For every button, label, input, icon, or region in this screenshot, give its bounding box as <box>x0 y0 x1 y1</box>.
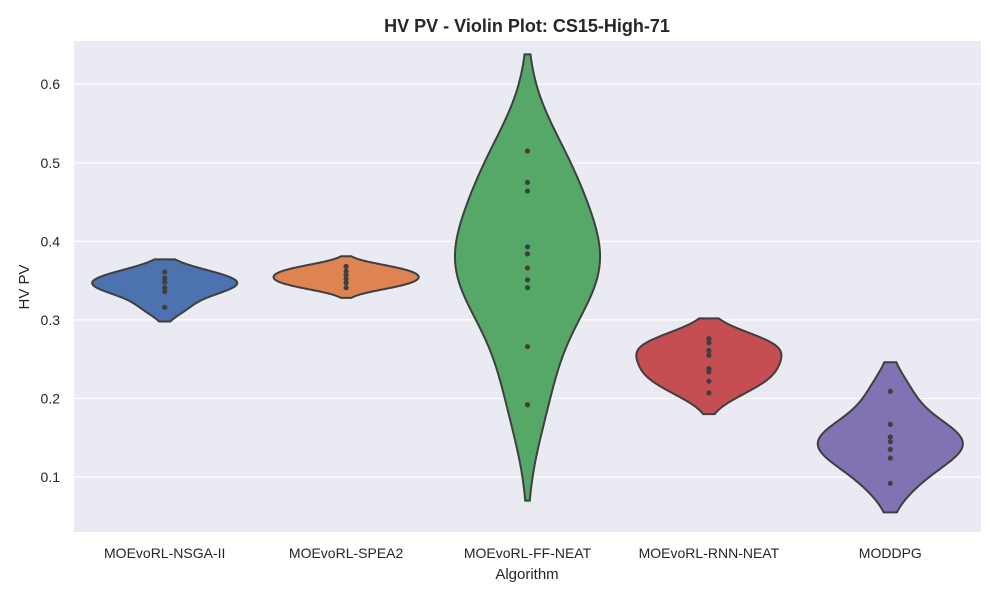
data-point <box>343 263 349 270</box>
data-point <box>524 148 531 154</box>
data-point <box>524 265 531 271</box>
data-point <box>887 434 893 440</box>
data-point <box>162 285 168 291</box>
data-point <box>524 402 531 408</box>
data-point <box>706 347 712 354</box>
data-point <box>524 343 531 350</box>
data-point <box>706 369 712 375</box>
data-point <box>706 390 712 396</box>
data-point <box>343 268 349 274</box>
data-point <box>887 439 893 445</box>
data-point <box>887 455 893 461</box>
data-point <box>343 276 349 282</box>
y-axis-label: HV PV <box>16 264 33 309</box>
x-tick-label: MOEvoRL-RNN-NEAT <box>639 545 780 561</box>
data-point <box>887 421 893 427</box>
data-point <box>887 388 893 394</box>
x-tick-label: MODDPG <box>859 545 922 561</box>
data-point <box>524 251 531 257</box>
x-axis-ticks: MOEvoRL-NSGA-II MOEvoRL-SPEA2 MOEvoRL-FF-N… <box>104 545 922 561</box>
y-tick-label: 0.5 <box>41 155 61 171</box>
x-tick-label: MOEvoRL-NSGA-II <box>104 545 225 561</box>
y-tick-label: 0.6 <box>41 76 61 92</box>
y-tick-label: 0.2 <box>41 390 61 406</box>
y-tick-label: 0.4 <box>41 233 61 249</box>
data-point <box>524 244 531 250</box>
data-point <box>887 446 893 453</box>
data-point <box>706 378 712 384</box>
data-point <box>343 272 349 278</box>
data-point <box>706 340 712 346</box>
data-point <box>887 480 893 486</box>
data-point <box>706 336 712 342</box>
data-point <box>524 285 531 291</box>
data-point <box>343 285 349 291</box>
data-point <box>524 188 531 194</box>
x-tick-label: MOEvoRL-FF-NEAT <box>464 545 592 561</box>
x-axis-label: Algorithm <box>495 566 558 583</box>
x-tick-label: MOEvoRL-SPEA2 <box>289 545 404 561</box>
data-point <box>343 280 349 286</box>
data-point <box>706 352 712 358</box>
data-point <box>524 179 531 186</box>
data-point <box>524 277 531 283</box>
data-point <box>162 279 168 285</box>
chart-title: HV PV - Violin Plot: CS15-High-71 <box>384 16 670 36</box>
y-axis-ticks: 0.1 0.2 0.3 0.4 0.5 0.6 <box>41 76 61 485</box>
data-point <box>162 289 168 295</box>
y-tick-label: 0.3 <box>41 312 61 328</box>
data-point <box>162 269 168 275</box>
violins <box>91 53 964 514</box>
y-tick-label: 0.1 <box>41 469 61 485</box>
data-point <box>162 275 168 281</box>
data-point <box>162 304 168 310</box>
